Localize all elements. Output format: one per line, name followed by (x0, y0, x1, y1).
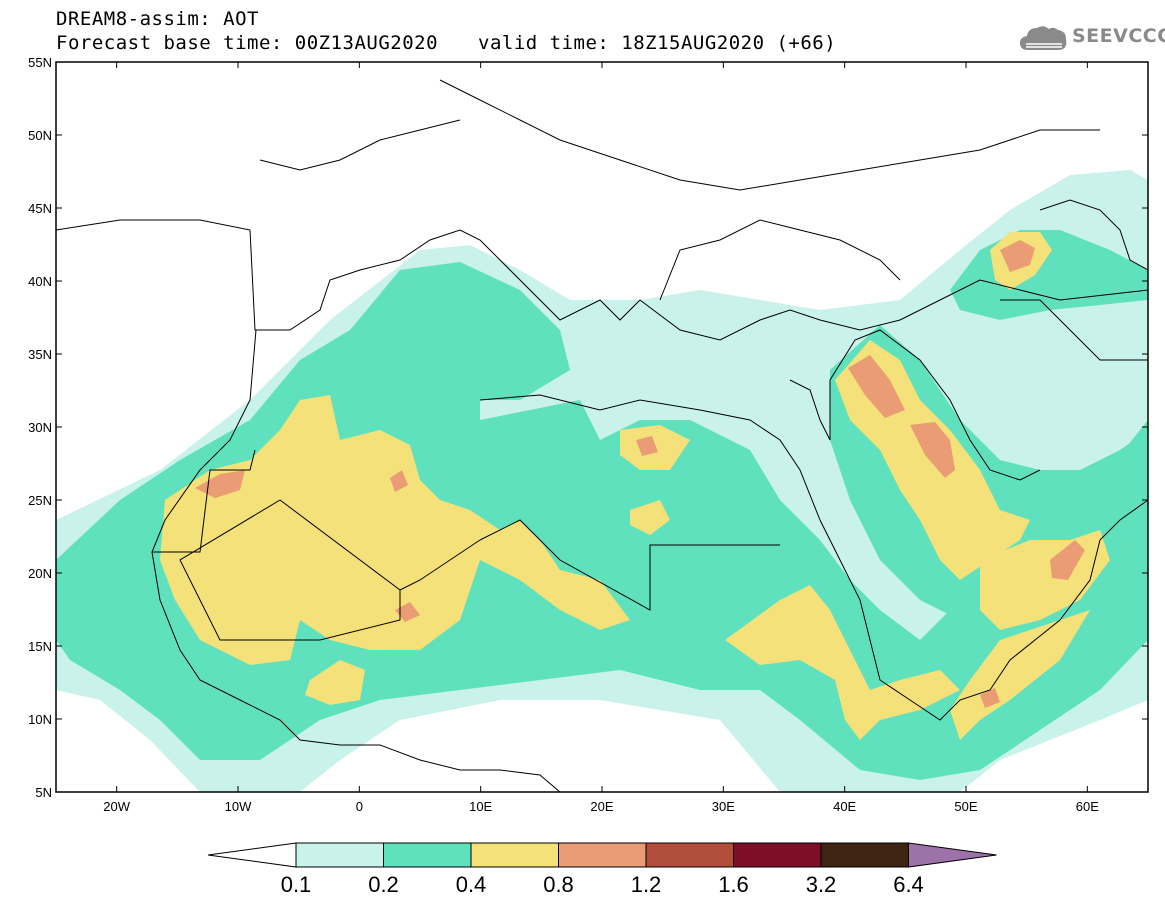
colorbar-segment (645, 842, 734, 868)
colorbar-segment (295, 842, 384, 868)
colorbar-right-arrow (908, 842, 997, 868)
colorbar-label: 1.2 (631, 872, 662, 897)
colorbar-label: 0.4 (456, 872, 487, 897)
cloud-icon (1020, 26, 1067, 50)
colorbar-label: 0.1 (281, 872, 312, 897)
colorbar-segment (558, 842, 647, 868)
lat-label: 40N (28, 274, 52, 289)
lat-label: 10N (28, 712, 52, 727)
lon-label: 40E (833, 799, 856, 814)
longitude-labels: 20W 10W 0 10E 20E 30E 40E 50E 60E (103, 799, 1099, 814)
colorbar-segment (383, 842, 472, 868)
lon-label: 20E (590, 799, 613, 814)
colorbar-label: 6.4 (893, 872, 924, 897)
lat-label: 55N (28, 55, 52, 70)
seevccc-logo: SEEVCCC (1018, 22, 1165, 58)
colorbar-label: 0.8 (543, 872, 574, 897)
lon-label: 30E (712, 799, 735, 814)
lat-label: 15N (28, 639, 52, 654)
lat-label: 50N (28, 128, 52, 143)
colorbar-label: 0.2 (368, 872, 399, 897)
lon-label: 20W (103, 799, 130, 814)
colorbar-segment (733, 842, 822, 868)
colorbar-segment (820, 842, 909, 868)
lat-label: 5N (35, 785, 52, 800)
lon-label: 50E (954, 799, 977, 814)
lon-label: 10W (225, 799, 252, 814)
logo-text: SEEVCCC (1072, 25, 1165, 47)
colorbar-label: 1.6 (718, 872, 749, 897)
valid-time: valid time: 18Z15AUG2020 (+66) (478, 32, 837, 54)
lon-label: 60E (1076, 799, 1099, 814)
lon-label: 10E (469, 799, 492, 814)
lon-label: 0 (356, 799, 363, 814)
axis-ticks (56, 61, 1148, 793)
title-line-1: DREAM8-assim: AOT (56, 8, 259, 30)
aot-shading (56, 170, 1148, 792)
lat-label: 20N (28, 566, 52, 581)
lat-label: 35N (28, 347, 52, 362)
colorbar: 0.1 0.2 0.4 0.8 1.2 1.6 3.2 6.4 (207, 842, 997, 897)
lat-label: 45N (28, 201, 52, 216)
latitude-labels: 55N 50N 45N 40N 35N 30N 25N 20N 15N 10N 5N (28, 55, 52, 800)
lat-label: 30N (28, 420, 52, 435)
lat-label: 25N (28, 493, 52, 508)
title-line-2: Forecast base time: 00Z13AUG2020 (56, 32, 439, 54)
coastlines-borders (56, 79, 1148, 792)
colorbar-label: 3.2 (806, 872, 837, 897)
colorbar-left-arrow (207, 842, 297, 868)
colorbar-segment (470, 842, 559, 868)
